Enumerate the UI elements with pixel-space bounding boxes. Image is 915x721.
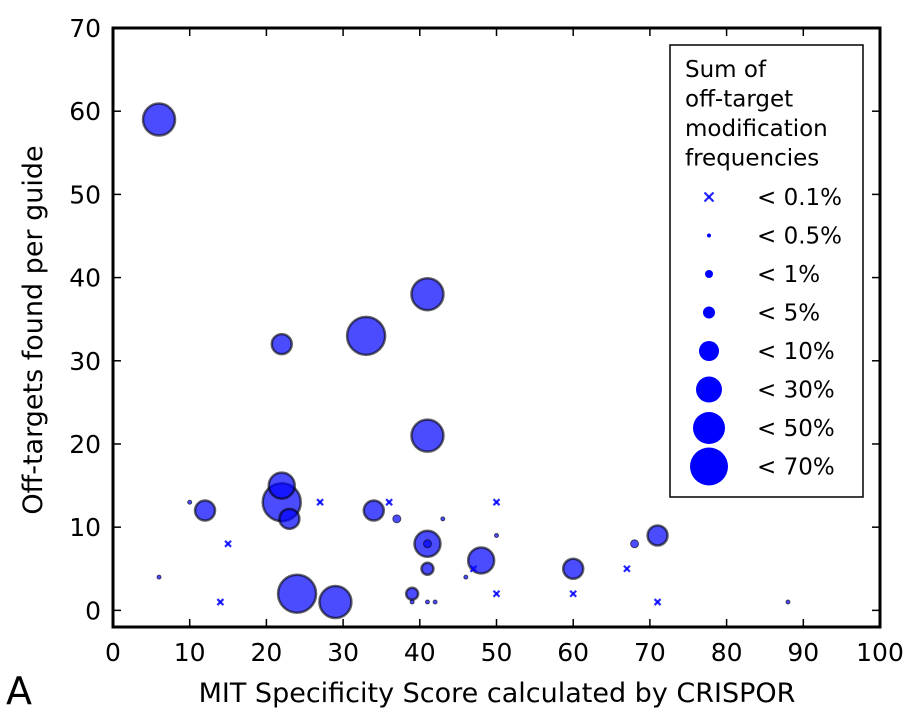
legend-title: Sum of off-target modification frequencies (685, 57, 828, 172)
data-point-cross (569, 589, 577, 598)
data-point (276, 573, 318, 614)
data-point (409, 599, 415, 605)
x-tick-label: 60 (557, 638, 589, 667)
legend-entry-label: < 30% (757, 378, 835, 404)
y-tick-label: 40 (69, 264, 101, 293)
data-point-cross (385, 498, 393, 506)
legend-marker-dot (699, 341, 719, 361)
data-point (278, 507, 301, 531)
y-tick-label: 30 (69, 347, 101, 376)
x-tick-label: 100 (856, 638, 904, 667)
legend-marker-dot (690, 447, 728, 486)
y-tick-label: 60 (69, 97, 101, 126)
x-axis-label: MIT Specificity Score calculated by CRIS… (199, 678, 796, 709)
panel-label: A (6, 669, 32, 713)
data-point-cross (623, 564, 631, 573)
x-tick-label: 0 (105, 638, 121, 667)
legend-marker-dot (707, 233, 711, 238)
x-tick-label: 30 (327, 638, 359, 667)
data-point (561, 557, 585, 581)
data-point (410, 418, 445, 453)
y-tick-label: 10 (69, 513, 101, 542)
data-point (345, 315, 387, 357)
data-point (422, 539, 432, 549)
legend-entry-label: < 0.5% (757, 224, 842, 250)
legend-entry-label: < 10% (757, 339, 835, 365)
data-point (424, 599, 430, 605)
x-tick-label: 10 (174, 638, 206, 667)
data-point (630, 539, 640, 549)
data-point (646, 524, 669, 547)
data-point-cross (316, 498, 324, 506)
data-point (362, 499, 386, 522)
y-tick-label: 0 (85, 596, 101, 625)
x-tick-label: 40 (404, 638, 436, 667)
x-tick-label: 20 (250, 638, 282, 667)
data-point (410, 276, 445, 312)
y-axis-label: Off-targets found per guide (18, 145, 49, 514)
legend-marker-dot (693, 412, 725, 444)
data-point (404, 586, 420, 601)
legend-entry-label: < 1% (757, 262, 820, 288)
data-point (440, 516, 446, 522)
data-point-cross (224, 540, 232, 548)
data-point (318, 584, 353, 620)
legend-entry-label: < 50% (757, 416, 835, 442)
data-point (141, 102, 177, 137)
data-point-cross (492, 498, 501, 506)
data-point-cross (216, 598, 225, 606)
legend-marker-dot (696, 376, 722, 403)
data-point (785, 599, 791, 605)
data-point-cross (653, 598, 662, 606)
y-tick-label: 50 (69, 180, 101, 209)
ticks-layer: 0 10 20 30 40 50 60 70 80 90 100 0 10 20 30 40 50 60 70 (69, 14, 904, 667)
x-tick-label: 80 (711, 638, 743, 667)
data-point-cross (492, 589, 501, 598)
legend-marker-cross (703, 191, 715, 203)
data-point (494, 532, 499, 538)
x-tick-label: 90 (787, 638, 819, 667)
legend-marker-dot (703, 306, 715, 319)
legend-entry-label: < 5% (757, 301, 820, 327)
legend-entry-label: < 70% (757, 455, 835, 481)
data-point (267, 471, 296, 500)
data-point (392, 514, 402, 524)
legend-marker-dot (705, 270, 713, 278)
data-point (193, 499, 217, 522)
data-point-cross (469, 564, 478, 573)
points-layer (141, 102, 791, 620)
data-point (187, 499, 193, 505)
data-point (463, 574, 469, 580)
y-tick-label: 70 (69, 14, 101, 43)
data-point (432, 599, 438, 605)
data-point (420, 561, 435, 577)
x-tick-label: 70 (634, 638, 666, 667)
x-tick-label: 50 (481, 638, 513, 667)
data-point (270, 332, 293, 356)
legend: Sum of off-target modification frequencies <… (669, 44, 864, 498)
legend-entry-label: < 0.1% (757, 185, 842, 211)
y-tick-label: 20 (69, 430, 101, 459)
data-point (156, 574, 162, 580)
